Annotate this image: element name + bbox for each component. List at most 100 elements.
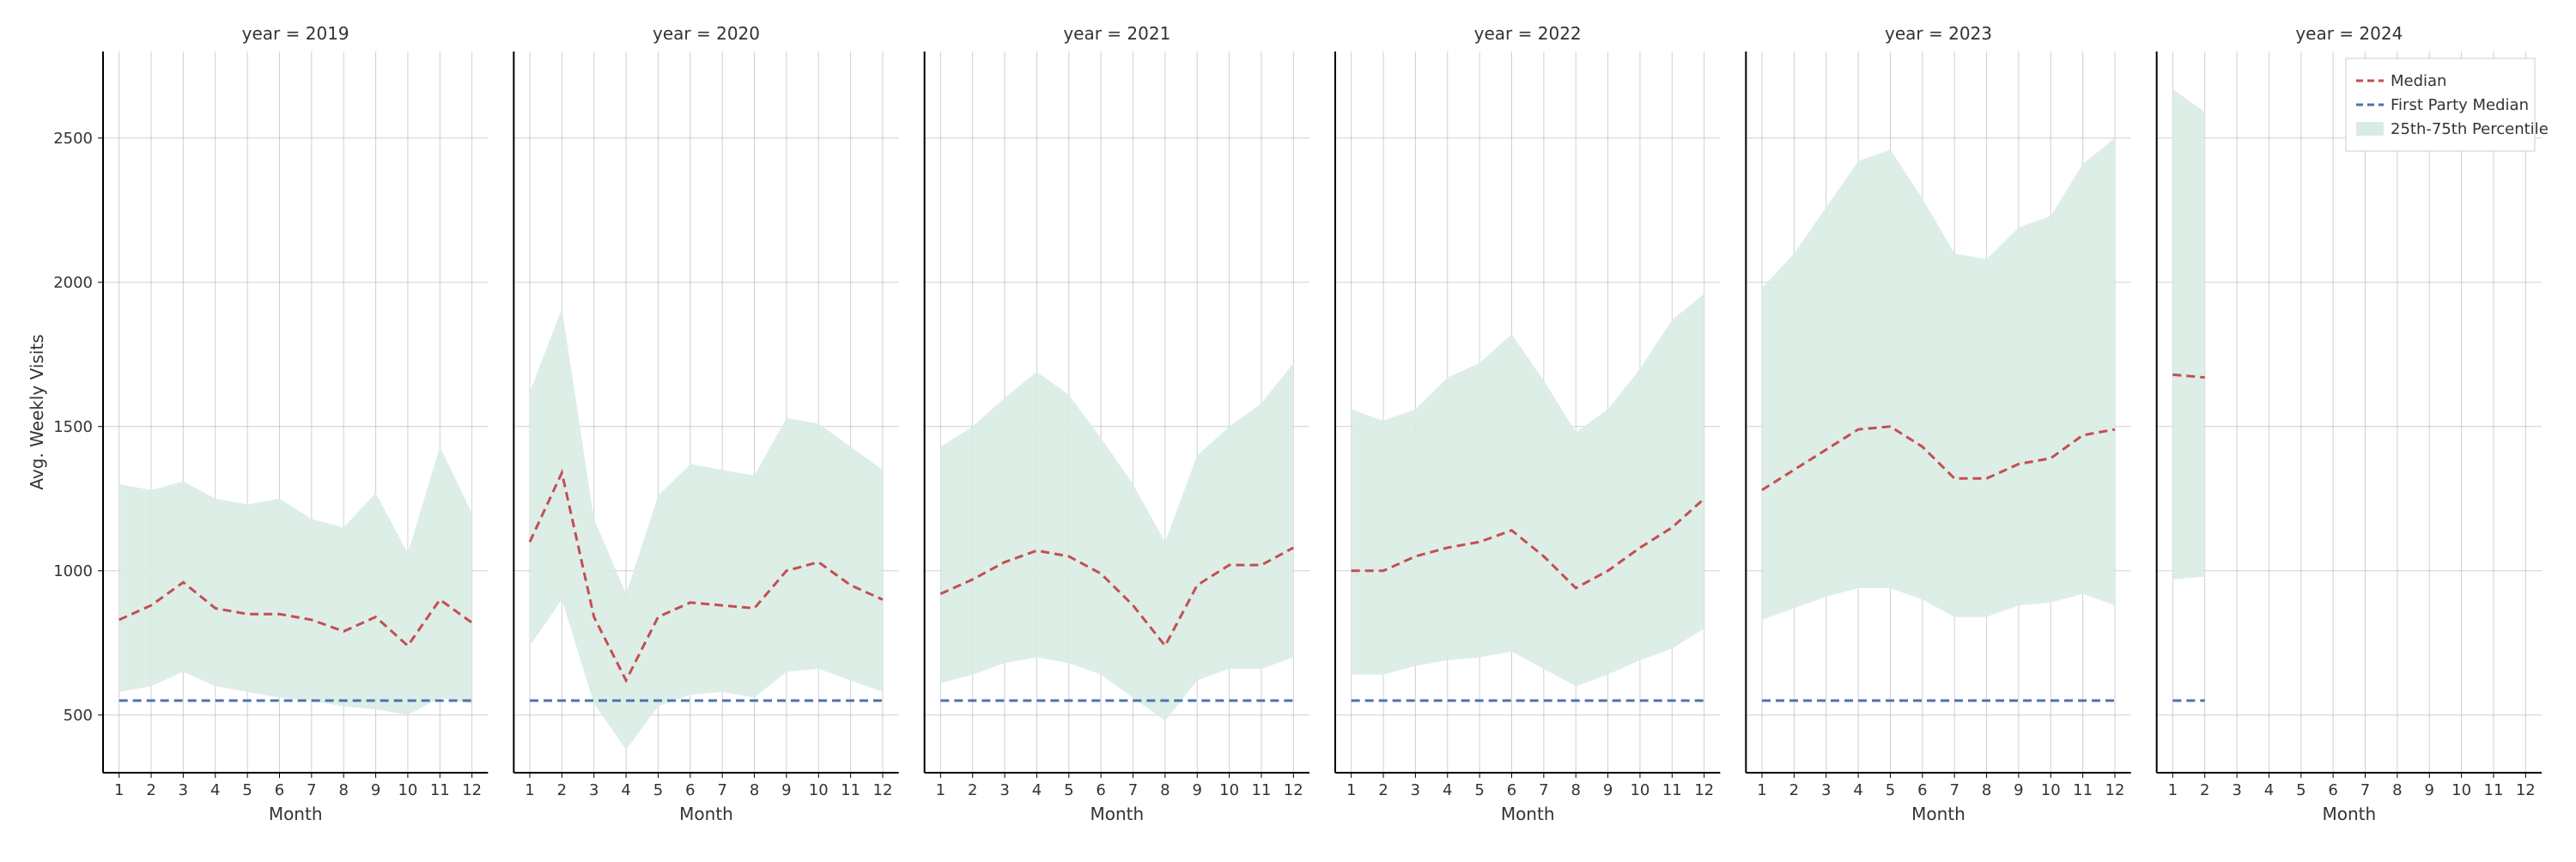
legend-label: First Party Median <box>2391 96 2529 114</box>
facet-title: year = 2024 <box>2295 23 2403 44</box>
x-tick-label: 1 <box>1757 781 1766 799</box>
x-tick-label: 9 <box>2014 781 2023 799</box>
x-axis-label: Month <box>2322 804 2376 824</box>
x-tick-label: 4 <box>1853 781 1862 799</box>
x-axis-label: Month <box>1501 804 1555 824</box>
x-tick-label: 6 <box>1917 781 1927 799</box>
x-tick-label: 10 <box>1219 781 1239 799</box>
facet-title: year = 2020 <box>653 23 760 44</box>
x-tick-label: 12 <box>462 781 482 799</box>
x-tick-label: 10 <box>398 781 417 799</box>
x-tick-label: 3 <box>2232 781 2241 799</box>
x-tick-label: 11 <box>1662 781 1682 799</box>
x-tick-label: 6 <box>685 781 695 799</box>
x-tick-label: 7 <box>307 781 316 799</box>
x-tick-label: 5 <box>1886 781 1895 799</box>
x-tick-label: 6 <box>1507 781 1516 799</box>
x-tick-label: 1 <box>525 781 534 799</box>
x-tick-label: 8 <box>338 781 348 799</box>
x-tick-label: 9 <box>1603 781 1613 799</box>
x-tick-label: 6 <box>275 781 284 799</box>
x-tick-label: 5 <box>1064 781 1073 799</box>
percentile-band <box>1352 294 1704 686</box>
legend-label: 25th-75th Percentile <box>2391 120 2549 138</box>
x-tick-label: 11 <box>841 781 860 799</box>
facet-chart: year = 2019123456789101112Monthyear = 20… <box>0 0 2576 859</box>
facet-title: year = 2021 <box>1063 23 1170 44</box>
x-tick-label: 2 <box>1378 781 1388 799</box>
y-tick-label: 2500 <box>53 130 93 148</box>
y-tick-label: 1000 <box>53 562 93 580</box>
x-tick-label: 10 <box>809 781 829 799</box>
y-tick-label: 500 <box>64 707 93 725</box>
facet-title: year = 2023 <box>1885 23 1992 44</box>
x-tick-label: 3 <box>999 781 1009 799</box>
panel-2023: year = 2023123456789101112Month <box>1746 23 2130 824</box>
x-tick-label: 5 <box>242 781 252 799</box>
panel-2020: year = 2020123456789101112Month <box>513 23 898 824</box>
x-tick-label: 5 <box>653 781 663 799</box>
x-axis-label: Month <box>1911 804 1965 824</box>
x-tick-label: 10 <box>2451 781 2471 799</box>
x-tick-label: 9 <box>781 781 791 799</box>
x-tick-label: 12 <box>873 781 893 799</box>
panel-2021: year = 2021123456789101112Month <box>925 23 1309 824</box>
x-tick-label: 12 <box>2105 781 2125 799</box>
x-tick-label: 8 <box>1982 781 1991 799</box>
x-tick-label: 4 <box>1443 781 1452 799</box>
facet-title: year = 2022 <box>1474 23 1582 44</box>
panel-2019: year = 2019123456789101112Month <box>103 23 488 824</box>
x-tick-label: 1 <box>936 781 945 799</box>
x-tick-label: 8 <box>750 781 759 799</box>
x-tick-label: 7 <box>2360 781 2370 799</box>
percentile-band <box>119 446 472 714</box>
x-tick-label: 12 <box>2516 781 2536 799</box>
x-tick-label: 6 <box>1096 781 1105 799</box>
chart-svg: year = 2019123456789101112Monthyear = 20… <box>0 0 2576 859</box>
percentile-band <box>2172 89 2204 580</box>
percentile-band <box>530 308 883 750</box>
y-tick-label: 1500 <box>53 418 93 436</box>
legend: Median First Party Median 25th-75th Percen… <box>2346 58 2549 151</box>
x-tick-label: 1 <box>114 781 124 799</box>
panel-2022: year = 2022123456789101112Month <box>1335 23 1720 824</box>
x-axis-label: Month <box>679 804 733 824</box>
x-tick-label: 3 <box>589 781 598 799</box>
x-axis-label: Month <box>1090 804 1144 824</box>
percentile-band <box>1762 138 2115 620</box>
x-tick-label: 9 <box>371 781 380 799</box>
x-tick-label: 4 <box>2264 781 2274 799</box>
x-tick-label: 3 <box>1411 781 1420 799</box>
x-tick-label: 9 <box>1193 781 1202 799</box>
x-tick-label: 12 <box>1694 781 1714 799</box>
x-tick-label: 2 <box>968 781 977 799</box>
x-tick-label: 7 <box>1128 781 1138 799</box>
x-tick-label: 11 <box>2073 781 2093 799</box>
x-tick-label: 4 <box>1032 781 1042 799</box>
x-tick-label: 6 <box>2328 781 2337 799</box>
x-tick-label: 2 <box>146 781 155 799</box>
y-tick-label: 2000 <box>53 274 93 292</box>
x-tick-label: 10 <box>1630 781 1649 799</box>
facet-title: year = 2019 <box>242 23 349 44</box>
x-tick-label: 9 <box>2425 781 2434 799</box>
x-tick-label: 8 <box>1571 781 1580 799</box>
x-tick-label: 11 <box>2484 781 2504 799</box>
x-tick-label: 2 <box>2200 781 2209 799</box>
x-tick-label: 10 <box>2041 781 2061 799</box>
x-tick-label: 2 <box>1789 781 1799 799</box>
legend-swatch-band <box>2356 122 2384 136</box>
x-tick-label: 2 <box>557 781 567 799</box>
x-tick-label: 11 <box>1252 781 1272 799</box>
x-tick-label: 5 <box>2296 781 2306 799</box>
x-tick-label: 8 <box>1160 781 1170 799</box>
x-tick-label: 4 <box>621 781 630 799</box>
x-tick-label: 5 <box>1474 781 1484 799</box>
x-tick-label: 8 <box>2392 781 2402 799</box>
x-tick-label: 7 <box>717 781 726 799</box>
x-tick-label: 3 <box>1821 781 1831 799</box>
x-tick-label: 12 <box>1284 781 1303 799</box>
legend-label: Median <box>2391 72 2446 90</box>
x-tick-label: 1 <box>2168 781 2178 799</box>
y-axis-label: Avg. Weekly Visits <box>27 334 47 489</box>
